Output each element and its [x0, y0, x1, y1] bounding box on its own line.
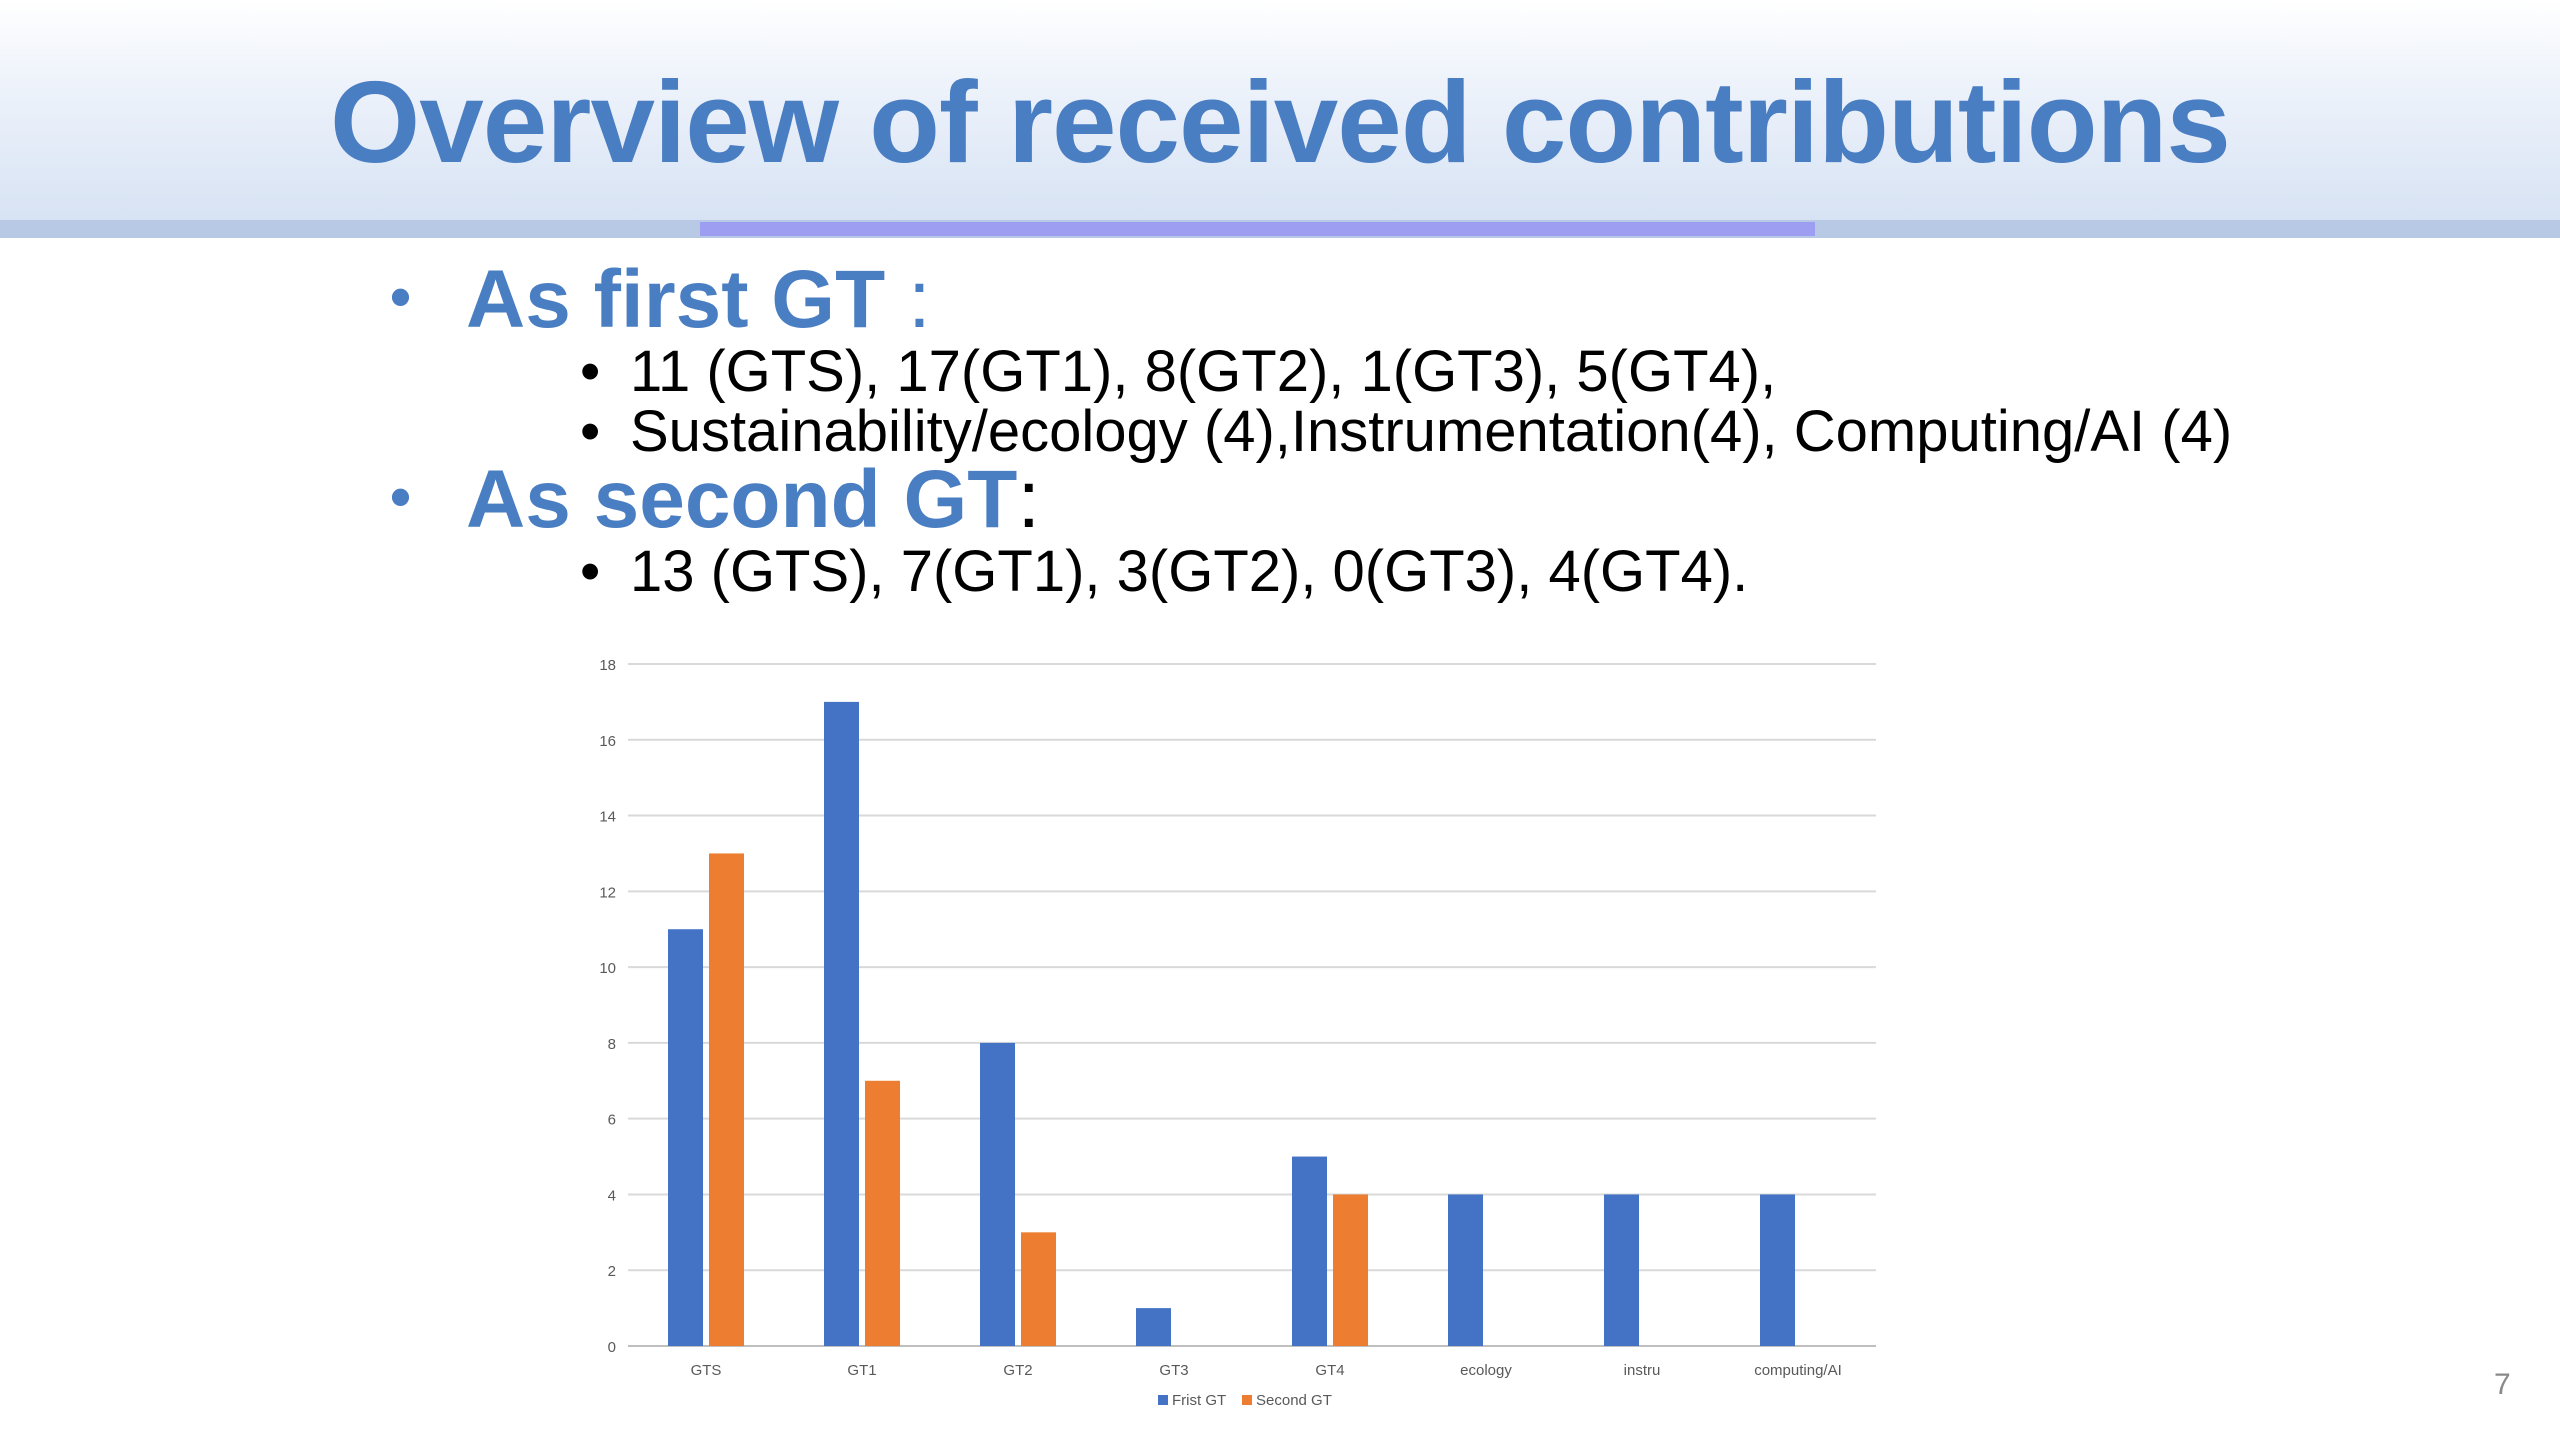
sub-bullet: • 11 (GTS), 17(GT1), 8(GT2), 1(GT3), 5(GT… [580, 340, 1776, 404]
sub-bullet-text: 11 (GTS), 17(GT1), 8(GT2), 1(GT3), 5(GT4… [630, 339, 1777, 404]
x-tick-label: GT3 [1159, 1362, 1188, 1379]
bar-second-gt-gt1 [865, 1080, 900, 1346]
page-number: 7 [2494, 1368, 2511, 1401]
slide-title: Overview of received contributions [330, 57, 2231, 187]
bar-first-gt-gt2 [980, 1042, 1015, 1346]
legend-label: Second GT [1256, 1392, 1332, 1409]
bar-first-gt-instru [1604, 1194, 1639, 1346]
bar-first-gt-ecology [1448, 1194, 1483, 1346]
sub-bullet-text: 13 (GTS), 7(GT1), 3(GT2), 0(GT3), 4(GT4)… [630, 539, 1749, 604]
header-divider-accent [700, 222, 1815, 236]
header-background [0, 0, 2560, 232]
y-tick-label: 12 [599, 884, 616, 901]
bullet-first-gt: • As first GT : [390, 252, 931, 353]
x-tick-label: GT2 [1003, 1362, 1032, 1379]
x-tick-label: computing/AI [1754, 1362, 1842, 1379]
bullet-dot: • [390, 263, 412, 331]
bar-first-gt-gts [668, 929, 703, 1346]
y-tick-label: 6 [608, 1112, 616, 1129]
bar-first-gt-gt1 [824, 701, 859, 1346]
bar-first-gt-computing-ai [1760, 1194, 1795, 1346]
bullet-dot: • [580, 339, 601, 404]
bullet-second-gt-suffix: : [1017, 454, 1041, 545]
y-tick-label: 4 [608, 1187, 616, 1204]
legend-label: Frist GT [1172, 1392, 1226, 1409]
legend-swatch-second-gt [1242, 1395, 1252, 1405]
sub-bullet-text: Sustainability/ecology (4),Instrumentati… [630, 399, 2233, 464]
x-tick-label: GT1 [847, 1362, 876, 1379]
bullet-second-gt-label: As second GT [466, 454, 1018, 545]
bar-second-gt-gt2 [1021, 1232, 1056, 1346]
sub-bullet: • 13 (GTS), 7(GT1), 3(GT2), 0(GT3), 4(GT4… [580, 540, 1748, 604]
y-tick-label: 0 [608, 1339, 616, 1356]
legend-swatch-first-gt [1158, 1395, 1168, 1405]
x-tick-label: ecology [1460, 1362, 1512, 1379]
bullet-second-gt: • As second GT: [390, 452, 1040, 553]
y-tick-label: 16 [599, 733, 616, 750]
bar-second-gt-gts [709, 853, 744, 1346]
bullet-first-gt-suffix: : [885, 254, 931, 345]
x-tick-label: GTS [691, 1362, 722, 1379]
x-tick-label: instru [1624, 1362, 1661, 1379]
bullet-dot: • [390, 463, 412, 531]
sub-bullet: • Sustainability/ecology (4),Instrumentat… [580, 400, 2232, 464]
bar-first-gt-gt3 [1136, 1308, 1171, 1346]
bullet-dot: • [580, 539, 601, 604]
bar-second-gt-gt4 [1333, 1194, 1368, 1346]
bullet-dot: • [580, 399, 601, 464]
y-tick-label: 2 [608, 1263, 616, 1280]
y-tick-label: 18 [599, 657, 616, 674]
x-tick-label: GT4 [1315, 1362, 1344, 1379]
bar-first-gt-gt4 [1292, 1156, 1327, 1346]
y-tick-label: 10 [599, 960, 616, 977]
y-tick-label: 8 [608, 1036, 616, 1053]
bullet-first-gt-label: As first GT [466, 254, 886, 345]
y-tick-label: 14 [599, 809, 616, 826]
